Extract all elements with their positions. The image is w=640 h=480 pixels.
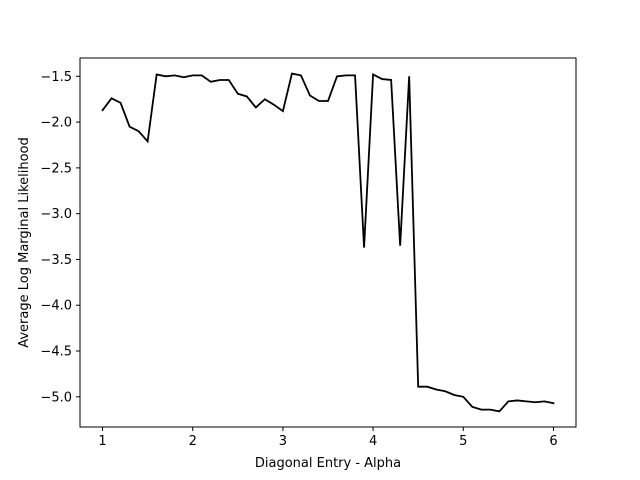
plot-frame <box>79 57 577 428</box>
y-tick-label: −2.5 <box>40 161 72 176</box>
y-axis-label: Average Log Marginal Likelihood <box>17 137 32 348</box>
x-tick-label: 6 <box>549 434 557 449</box>
x-tick-label: 1 <box>98 434 106 449</box>
x-tick-label: 5 <box>459 434 467 449</box>
plot-area <box>80 58 576 427</box>
y-tick-label: −4.0 <box>40 299 72 314</box>
y-tick-label: −5.0 <box>40 390 72 405</box>
y-tick-label: −2.0 <box>40 116 72 131</box>
x-tick-label: 4 <box>369 434 377 449</box>
x-tick-label: 3 <box>279 434 287 449</box>
y-tick-label: −1.5 <box>40 70 72 85</box>
series-line <box>101 72 555 413</box>
x-tick-label: 2 <box>189 434 197 449</box>
y-tick-label: −4.5 <box>40 345 72 360</box>
x-axis-label: Diagonal Entry - Alpha <box>255 456 401 471</box>
y-tick-label: −3.0 <box>40 207 72 222</box>
y-tick-label: −3.5 <box>40 253 72 268</box>
